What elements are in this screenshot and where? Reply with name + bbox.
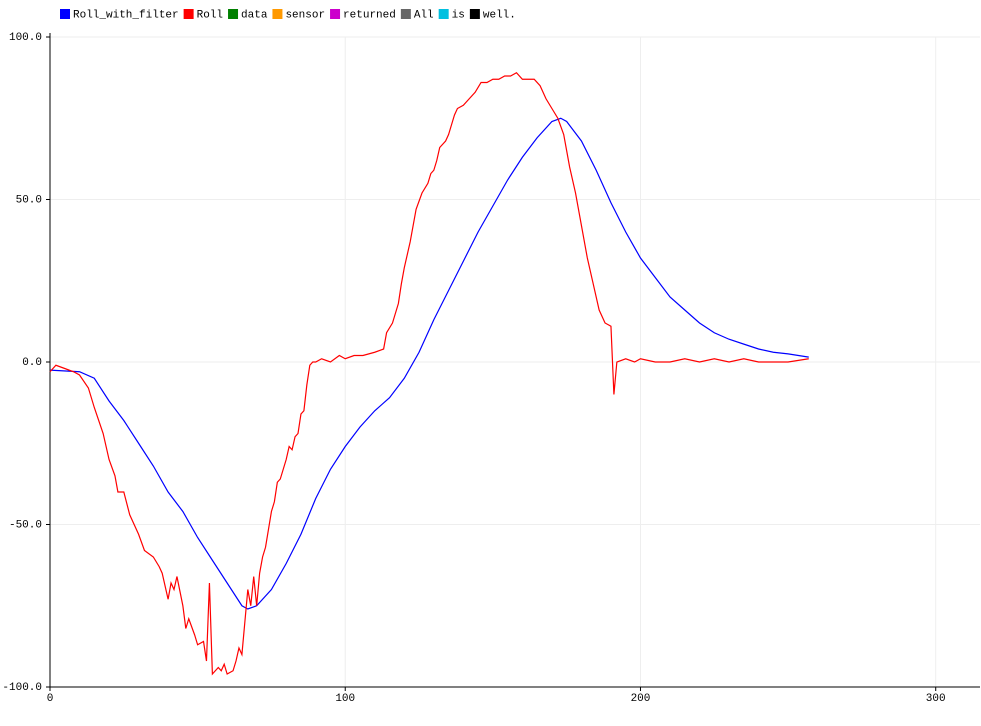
legend-swatch [272, 9, 283, 19]
legend-label: sensor [285, 9, 325, 21]
legend-swatch [60, 9, 70, 19]
legend-swatch [183, 9, 194, 19]
legend-label: data [241, 9, 268, 21]
y-tick-label: -100.0 [2, 682, 42, 694]
legend-swatch [400, 9, 411, 19]
y-tick-label: -50.0 [9, 519, 42, 531]
series-line [49, 71, 809, 676]
legend-label: All [414, 9, 434, 21]
legend-swatch [228, 9, 239, 19]
x-tick-label: 100 [335, 693, 355, 705]
x-tick-label: 300 [926, 693, 946, 705]
legend-swatch [438, 9, 449, 19]
y-tick-label: 100.0 [9, 32, 42, 44]
x-tick-label: 0 [47, 693, 54, 705]
legend-label: well. [483, 9, 516, 21]
legend-label: Roll_with_filter [73, 9, 179, 21]
legend-label: returned [343, 9, 396, 21]
x-tick-label: 200 [631, 693, 651, 705]
y-tick-label: 50.0 [16, 194, 42, 206]
legend-swatch [469, 9, 480, 19]
series-line [49, 117, 809, 610]
legend-swatch [330, 9, 341, 19]
legend-label: is [452, 9, 465, 21]
legend-label: Roll [197, 9, 223, 21]
y-tick-label: 0.0 [22, 357, 42, 369]
